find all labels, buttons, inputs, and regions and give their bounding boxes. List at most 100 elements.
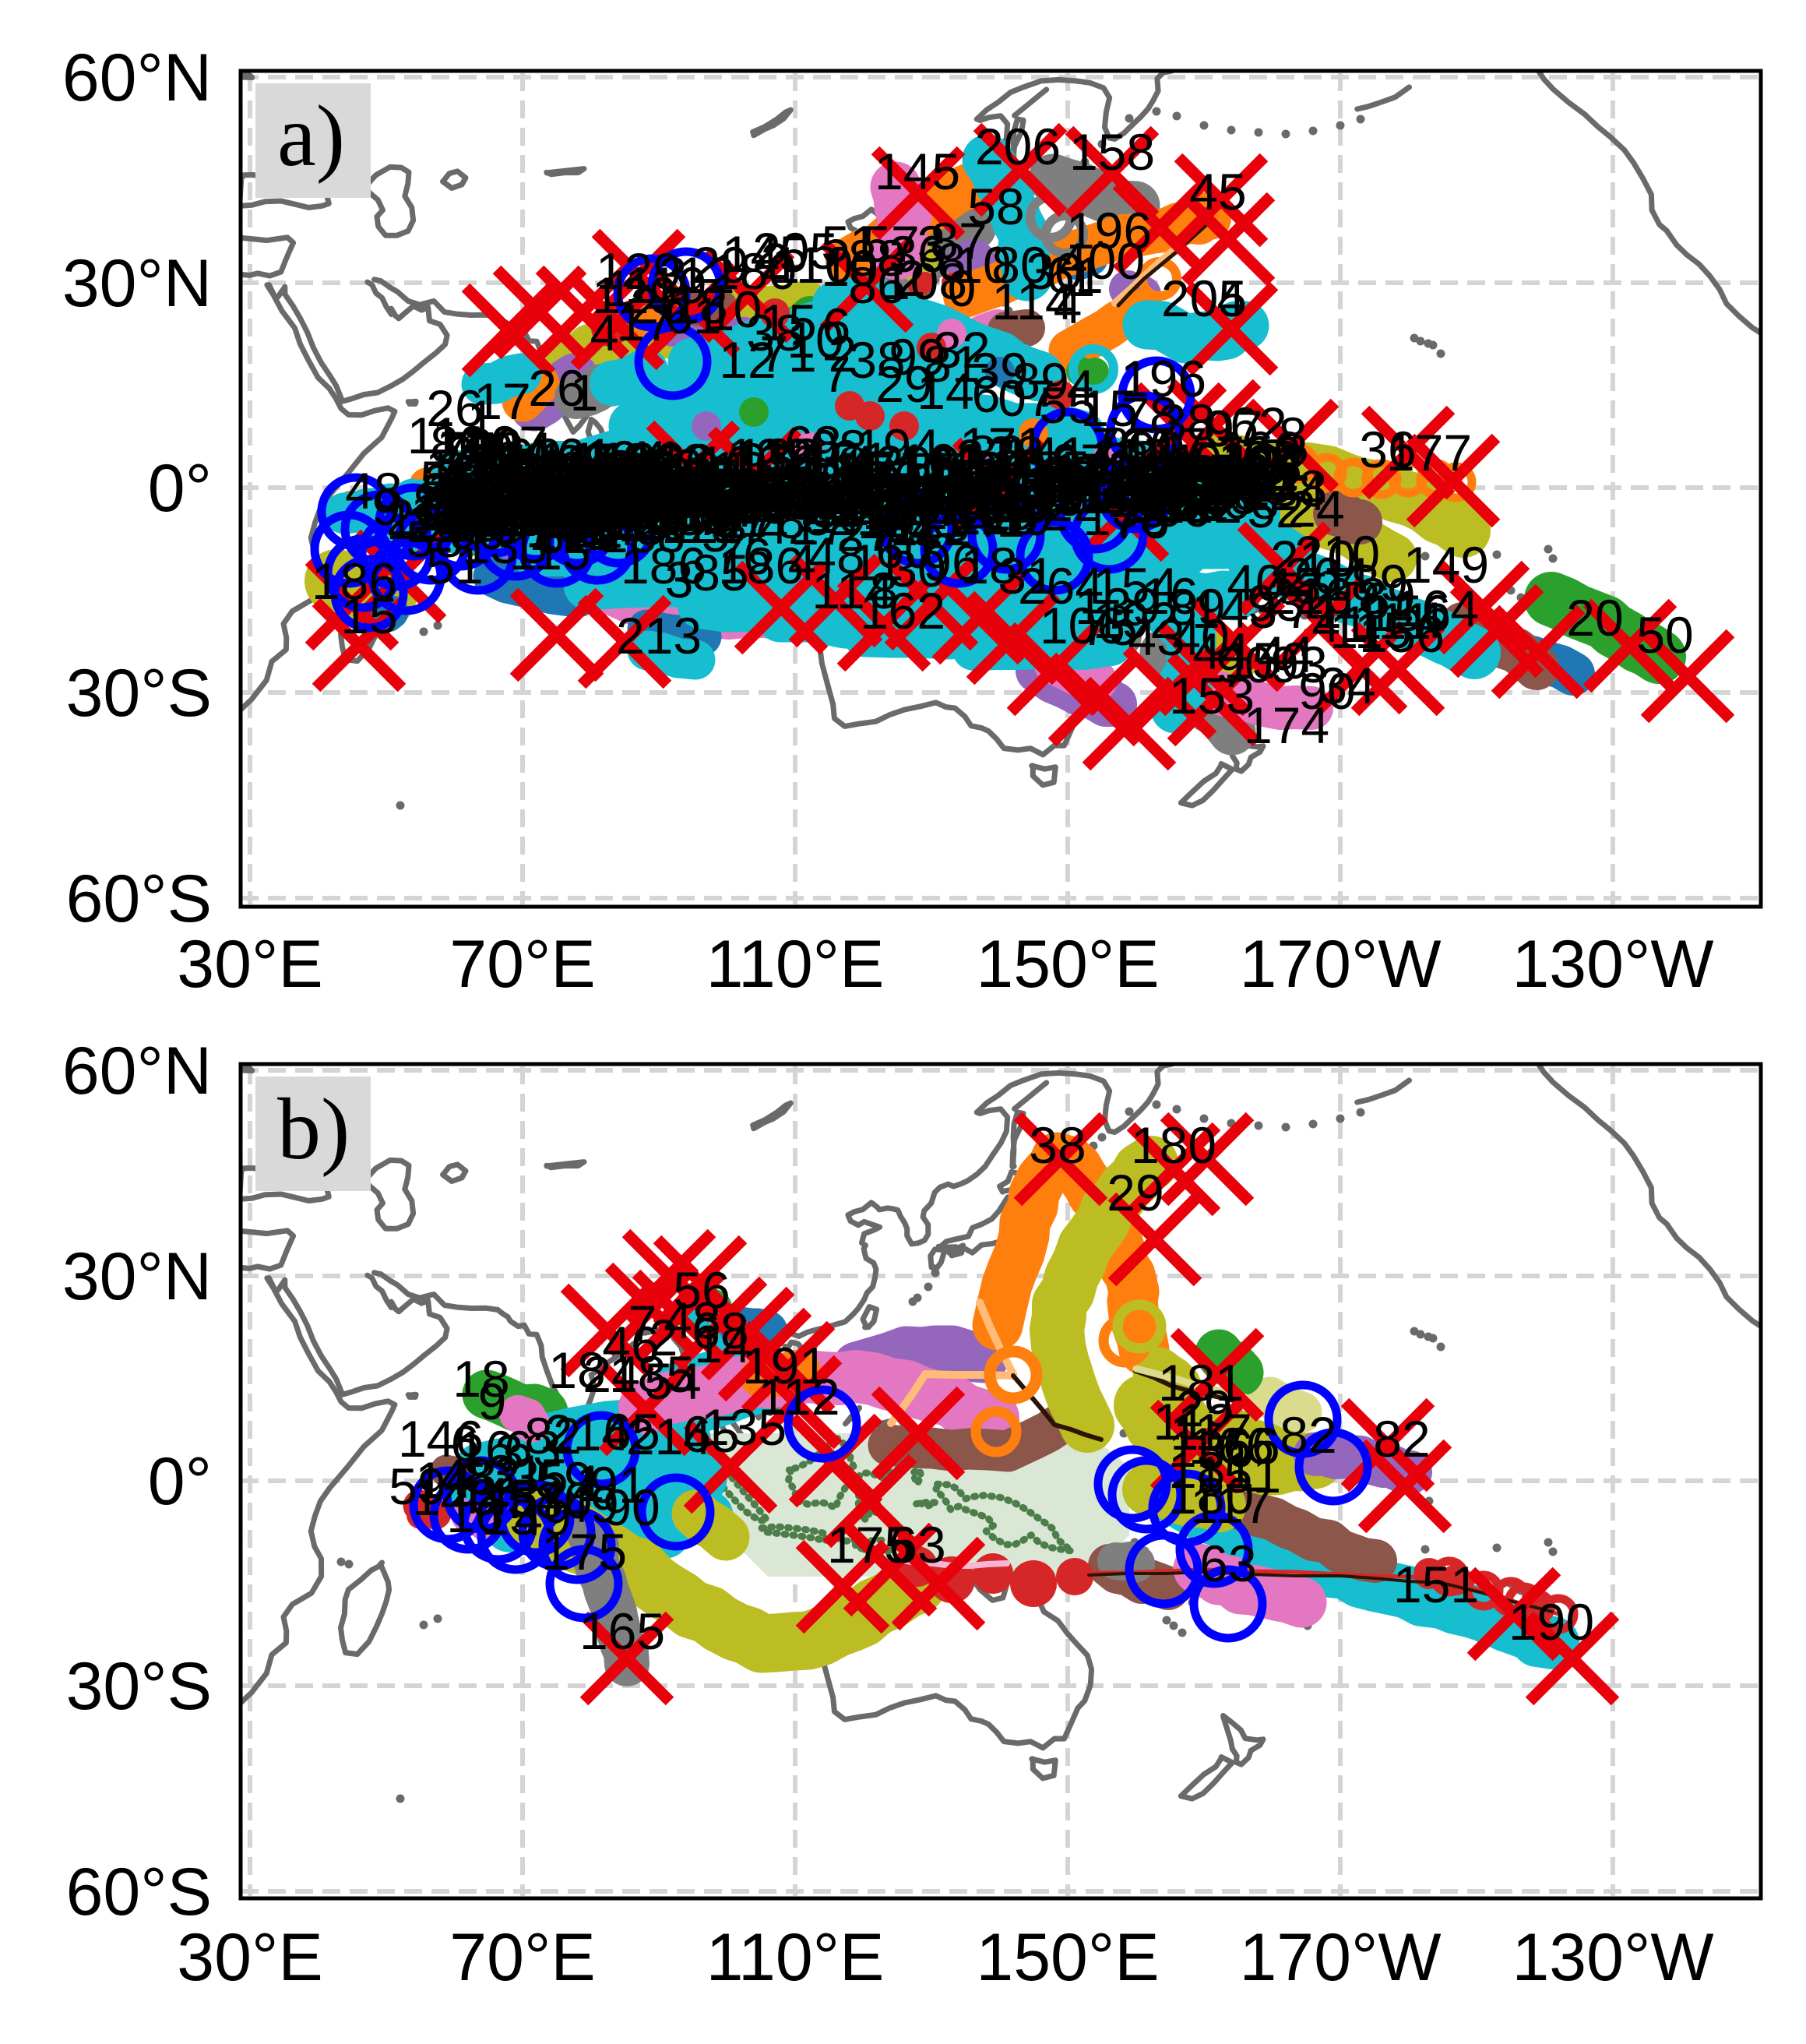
svg-text:90: 90 [903,435,960,493]
svg-text:42: 42 [759,497,816,555]
svg-text:6: 6 [451,1415,480,1472]
svg-text:39: 39 [971,342,1028,400]
svg-text:93: 93 [590,447,646,505]
svg-text:44: 44 [975,461,1032,519]
svg-text:180: 180 [1131,1116,1216,1174]
svg-text:51: 51 [1196,449,1253,507]
svg-text:61: 61 [1046,246,1103,304]
svg-text:52: 52 [442,468,499,526]
svg-text:200: 200 [540,468,626,526]
svg-text:183: 183 [698,460,783,518]
svg-text:68: 68 [451,470,508,528]
svg-text:49: 49 [562,1475,618,1533]
svg-text:210: 210 [1294,525,1380,583]
svg-text:8: 8 [1279,407,1308,464]
svg-text:29: 29 [692,236,748,294]
svg-text:110: 110 [1033,466,1114,523]
svg-text:2: 2 [829,325,857,382]
svg-text:207: 207 [664,465,750,523]
svg-text:62: 62 [1230,396,1287,454]
svg-text:61: 61 [544,456,600,513]
svg-text:32: 32 [559,498,616,555]
svg-text:15: 15 [1080,379,1137,437]
svg-text:15: 15 [340,587,397,644]
svg-text:43: 43 [619,455,676,513]
svg-text:133: 133 [1107,456,1192,513]
svg-text:0: 0 [948,259,977,317]
svg-text:191: 191 [799,478,885,535]
svg-text:192: 192 [1217,453,1303,511]
svg-text:148: 148 [480,456,565,514]
svg-text:144: 144 [537,432,622,489]
svg-text:82: 82 [536,506,593,564]
svg-text:48: 48 [664,1292,720,1349]
svg-text:216: 216 [1304,572,1390,629]
svg-text:10: 10 [989,438,1046,495]
svg-text:762: 762 [1216,425,1301,483]
svg-text:163: 163 [991,445,1076,502]
svg-text:156: 156 [1365,584,1451,642]
svg-text:87: 87 [973,475,1030,533]
svg-text:95: 95 [632,477,688,534]
svg-text:95: 95 [579,455,636,513]
svg-text:38: 38 [1029,1116,1086,1174]
svg-text:37: 37 [906,470,963,527]
svg-text:138: 138 [477,469,563,527]
svg-text:8: 8 [938,232,966,290]
svg-text:99: 99 [1160,448,1217,506]
svg-text:141: 141 [1002,426,1087,484]
svg-text:19: 19 [1002,465,1058,523]
svg-text:82: 82 [413,475,470,533]
svg-text:17: 17 [790,498,847,555]
svg-text:141: 141 [632,469,717,527]
svg-text:171: 171 [839,440,924,498]
svg-text:56: 56 [562,480,618,537]
svg-text:70: 70 [761,456,818,513]
svg-text:58: 58 [687,484,744,541]
svg-text:215: 215 [693,463,779,521]
svg-text:89: 89 [1168,578,1225,636]
svg-text:204: 204 [601,474,687,532]
svg-text:175: 175 [827,1516,913,1574]
svg-text:70°E: 70°E [449,1920,595,1995]
svg-text:76: 76 [1112,492,1169,549]
svg-text:16: 16 [456,1420,513,1478]
svg-text:157: 157 [481,455,567,513]
svg-text:11: 11 [407,407,461,464]
svg-text:104: 104 [1213,451,1298,509]
svg-text:110: 110 [771,236,853,294]
svg-text:64: 64 [535,473,592,530]
svg-text:193: 193 [875,491,961,548]
svg-text:42: 42 [847,435,903,492]
svg-text:109: 109 [759,463,845,521]
svg-text:150: 150 [836,450,922,508]
svg-text:102: 102 [519,465,604,523]
svg-text:60: 60 [505,428,562,485]
svg-text:10: 10 [550,484,607,541]
svg-text:58: 58 [406,510,463,568]
svg-text:54: 54 [804,488,861,546]
svg-text:99: 99 [889,328,945,386]
svg-text:97: 97 [521,451,578,509]
svg-text:31: 31 [487,1444,544,1502]
svg-text:1: 1 [604,259,633,317]
svg-text:264: 264 [1018,557,1104,615]
svg-text:173: 173 [677,457,762,515]
svg-text:101: 101 [593,461,679,519]
svg-text:35: 35 [511,1448,568,1506]
svg-text:198: 198 [819,467,905,525]
svg-text:126: 126 [1158,444,1244,502]
svg-text:40: 40 [1172,608,1229,666]
svg-text:68: 68 [443,489,500,547]
svg-text:95: 95 [738,432,795,490]
svg-text:38: 38 [606,439,663,497]
svg-text:56: 56 [673,1261,730,1319]
svg-text:101: 101 [528,463,614,521]
svg-text:153: 153 [1169,667,1255,724]
svg-text:97: 97 [1206,400,1262,457]
svg-text:190: 190 [554,468,640,526]
svg-text:204: 204 [964,460,1050,517]
svg-text:181: 181 [1158,1354,1244,1411]
svg-text:63: 63 [653,433,710,491]
svg-text:31: 31 [657,462,713,520]
